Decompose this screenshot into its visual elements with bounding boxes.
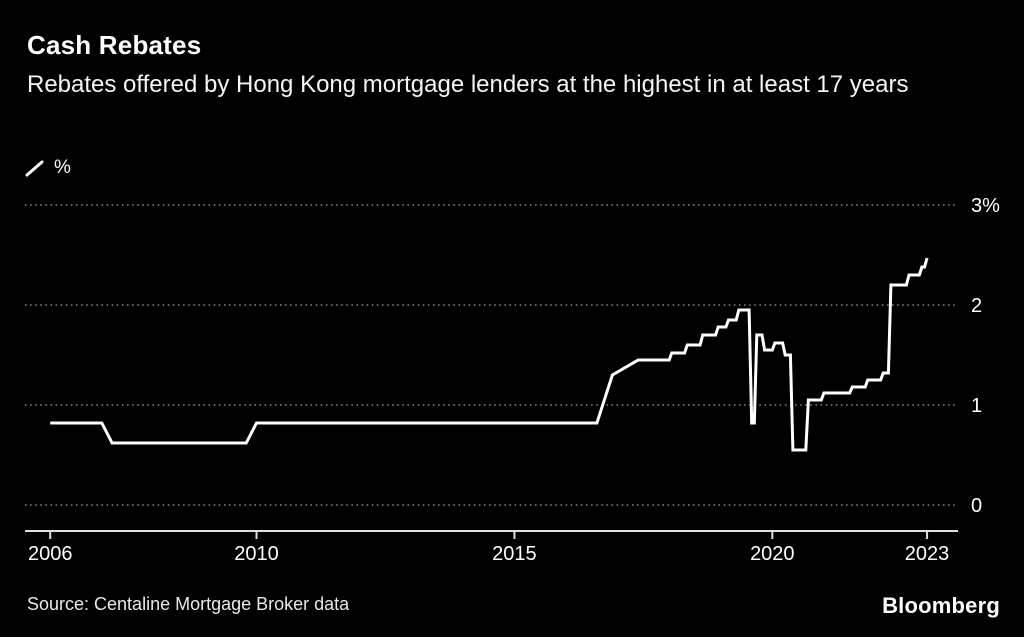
chart-header: Cash Rebates Rebates offered by Hong Kon…	[27, 30, 982, 101]
chart-legend: %	[25, 157, 71, 179]
legend-label: %	[54, 157, 71, 178]
x-axis-tick-label: 2006	[28, 543, 73, 565]
chart-subtitle: Rebates offered by Hong Kong mortgage le…	[27, 71, 909, 98]
x-axis-tick-label: 2015	[492, 543, 537, 565]
x-axis-tick-label: 2023	[905, 543, 950, 565]
chart-title: Cash Rebates	[27, 30, 202, 60]
x-axis-tick-label: 2010	[234, 543, 279, 565]
bloomberg-logo: Bloomberg	[882, 593, 1000, 618]
y-axis-tick-label: 0	[971, 495, 982, 517]
series-line	[50, 257, 929, 452]
y-axis-tick-label: 2	[971, 295, 982, 317]
source-note: Source: Centaline Mortgage Broker data	[27, 594, 350, 614]
y-axis-tick-label: 3%	[971, 195, 1000, 217]
line-series-swatch-icon	[25, 160, 44, 176]
x-axis-tick-label: 2020	[750, 543, 795, 565]
y-axis-tick-label: 1	[971, 395, 982, 417]
